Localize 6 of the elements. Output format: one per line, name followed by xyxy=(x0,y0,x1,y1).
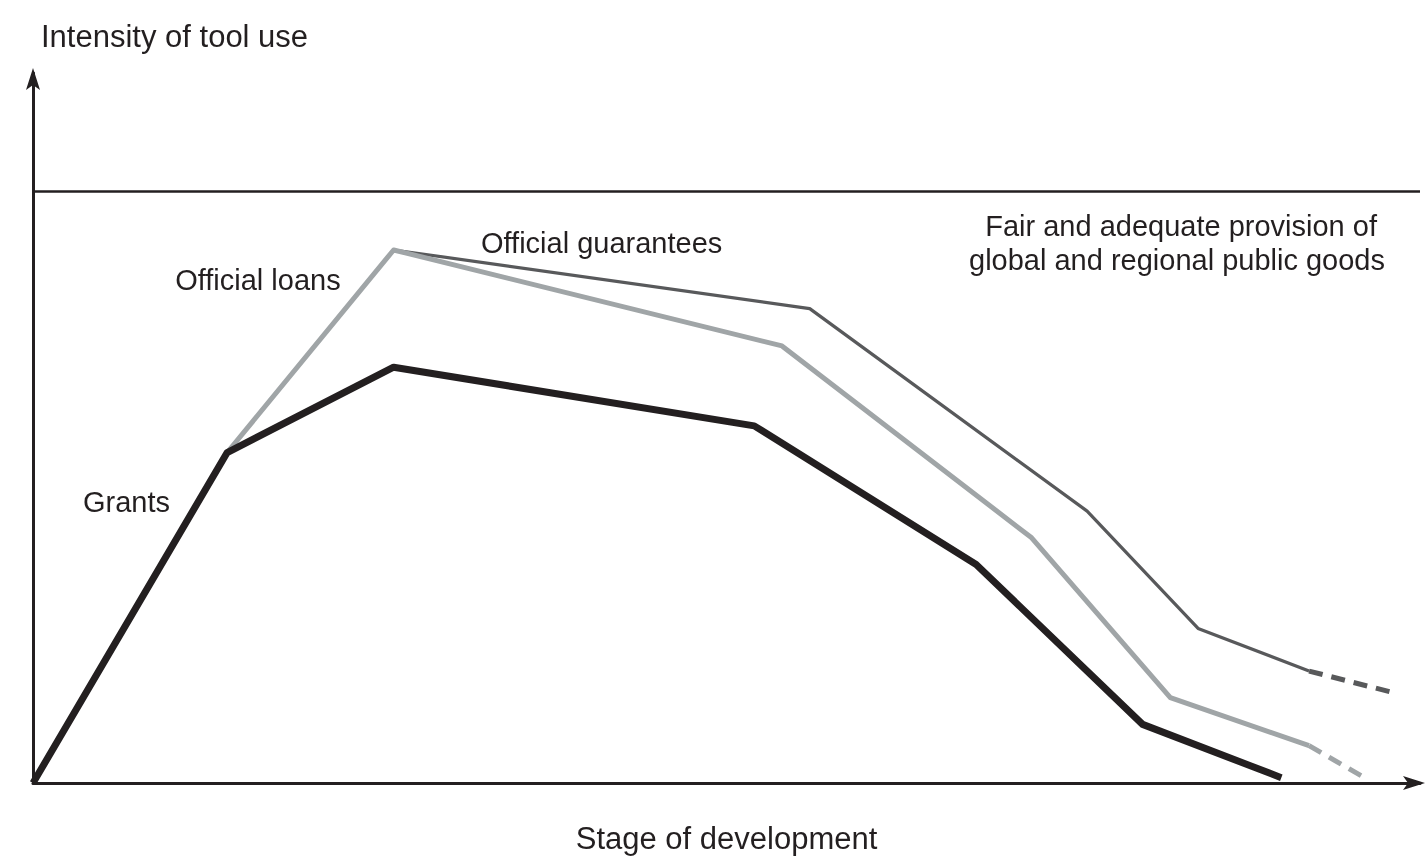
series-label: Official loans xyxy=(175,264,341,297)
series-label: Grants xyxy=(83,486,171,519)
text: Intensity of tool use xyxy=(41,19,309,54)
ref-line-label: Fair and adequate provision of global and regional public goods xyxy=(969,210,1385,277)
series-label: Official guarantees xyxy=(481,227,723,260)
x-axis-title: Stage of development xyxy=(575,821,878,856)
